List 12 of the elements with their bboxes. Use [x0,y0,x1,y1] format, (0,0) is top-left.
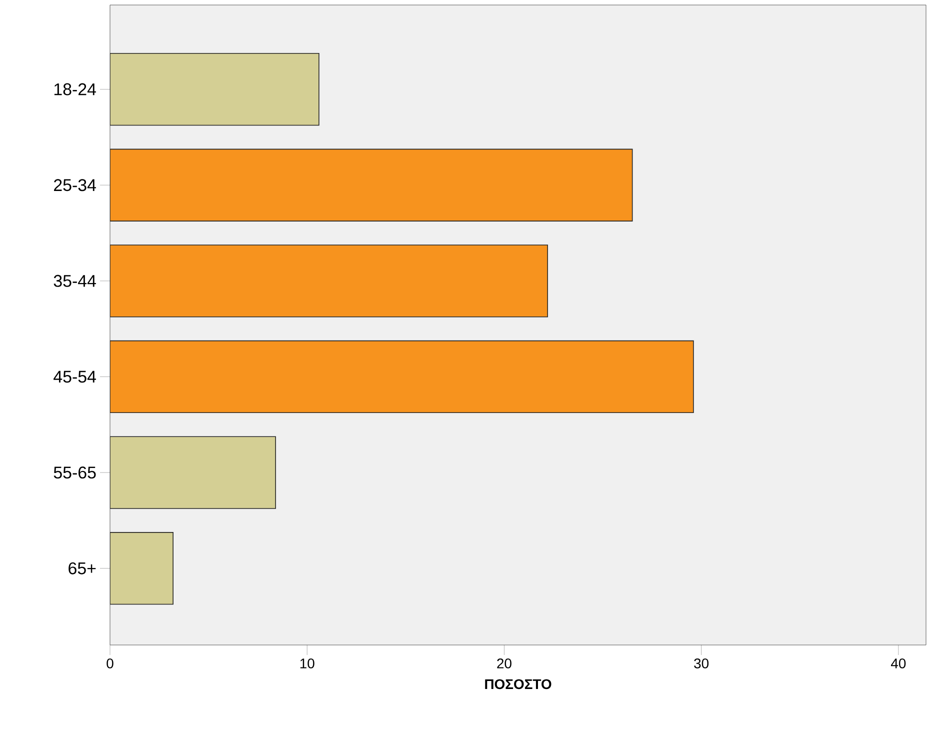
x-tick-label: 20 [497,658,512,668]
x-axis-title: ΠΟΣΟΣΤΟ [485,679,552,690]
y-tick-label: 65+ [68,562,96,574]
x-tick-label: 40 [890,658,906,668]
x-tick-label: 30 [694,658,709,668]
y-tick-label: 55-65 [54,466,96,479]
y-tick-label: 35-44 [54,274,96,287]
y-tick-label: 45-54 [54,370,96,383]
y-tick-label: 25-34 [54,179,96,192]
x-tick-label: 10 [300,658,314,668]
y-tick-label: 18-24 [54,83,96,96]
x-tick-label: 0 [106,658,114,668]
